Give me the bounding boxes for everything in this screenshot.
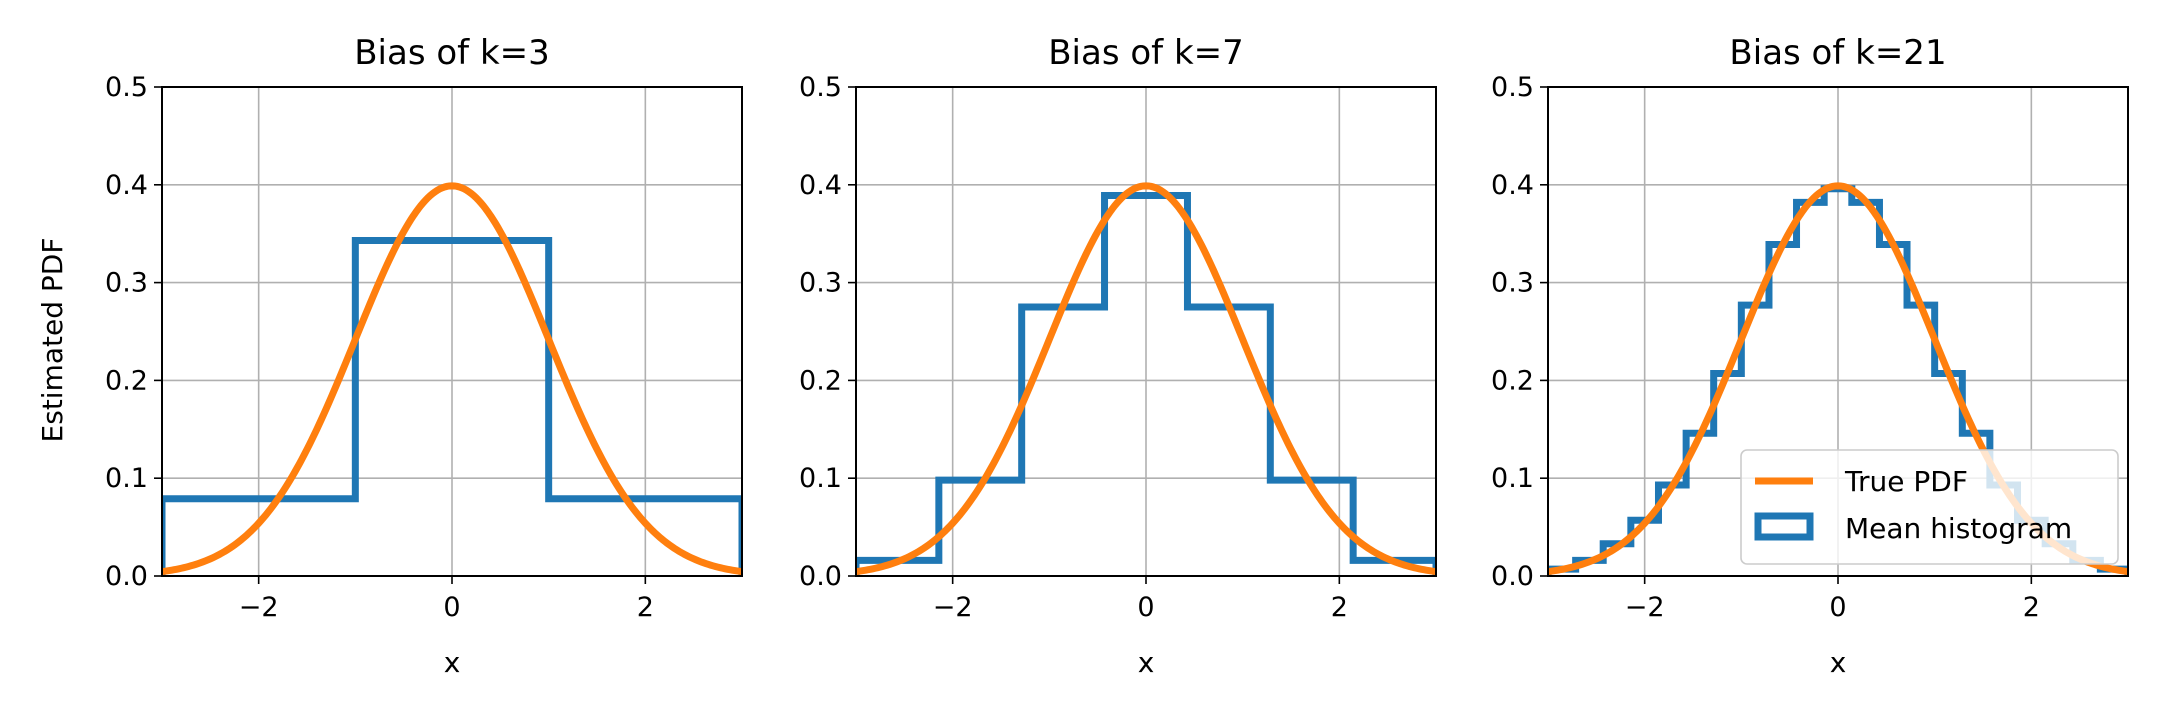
mean-histogram-step [856, 192, 1436, 576]
y-tick-label: 0.0 [799, 561, 842, 592]
legend-label-true-pdf: True PDF [1844, 465, 1968, 498]
y-tick-label: 0.5 [105, 72, 148, 103]
x-tick-label: −2 [933, 592, 973, 623]
y-tick-label: 0.1 [105, 463, 148, 494]
y-tick-label: 0.2 [799, 365, 842, 396]
y-tick-label: 0.4 [799, 170, 842, 201]
chart-title: Bias of k=7 [1048, 33, 1244, 73]
x-tick-label: 0 [443, 592, 460, 623]
y-tick-label: 0.2 [1491, 365, 1534, 396]
true-pdf-curve [162, 182, 742, 576]
y-axis-label: Estimated PDF [36, 238, 69, 443]
y-tick-label: 0.4 [1491, 170, 1534, 201]
x-tick-label: 2 [1331, 592, 1348, 623]
x-axis-label: x [1138, 646, 1155, 679]
x-tick-label: 0 [1829, 592, 1846, 623]
plot-area [856, 182, 1436, 576]
y-tick-label: 0.0 [105, 561, 148, 592]
chart-panel-3: −2 0 2 0.0 0.1 0.2 0.3 0.4 0.5 Bias of k=21 x True … [1491, 33, 2129, 679]
x-tick-label: −2 [1625, 592, 1665, 623]
y-tick-label: 0.1 [799, 463, 842, 494]
chart-panel-2: −2 0 2 0.0 0.1 0.2 0.3 0.4 0.5 Bias of k=7 x [799, 33, 1437, 679]
y-tick-label: 0.3 [799, 268, 842, 299]
x-tick-label: 2 [2023, 592, 2040, 623]
x-tick-label: −2 [239, 592, 279, 623]
chart-title: Bias of k=3 [354, 33, 550, 73]
y-tick-label: 0.4 [105, 170, 148, 201]
legend-swatch-mean-histogram [1754, 512, 1814, 541]
plot-area [162, 182, 742, 576]
x-tick-label: 2 [637, 592, 654, 623]
legend-box [1740, 449, 2119, 565]
y-tick-label: 0.1 [1491, 463, 1534, 494]
y-tick-label: 0.0 [1491, 561, 1534, 592]
x-axis-label: x [444, 646, 461, 679]
y-tick-label: 0.3 [1491, 268, 1534, 299]
chart-title: Bias of k=21 [1729, 33, 1946, 73]
y-tick-label: 0.5 [799, 72, 842, 103]
chart-panel-1: −2 0 2 0.0 0.1 0.2 0.3 0.4 0.5 Bias of k=3 x [105, 33, 743, 679]
y-tick-label: 0.5 [1491, 72, 1534, 103]
mean-histogram-step [162, 237, 742, 576]
x-tick-label: 0 [1137, 592, 1154, 623]
true-pdf-curve [856, 182, 1436, 576]
y-tick-label: 0.2 [105, 365, 148, 396]
y-tick-label: 0.3 [105, 268, 148, 299]
legend: True PDF Mean histogram [1740, 449, 2119, 565]
x-axis-label: x [1830, 646, 1847, 679]
legend-label-mean-histogram: Mean histogram [1845, 512, 2072, 545]
